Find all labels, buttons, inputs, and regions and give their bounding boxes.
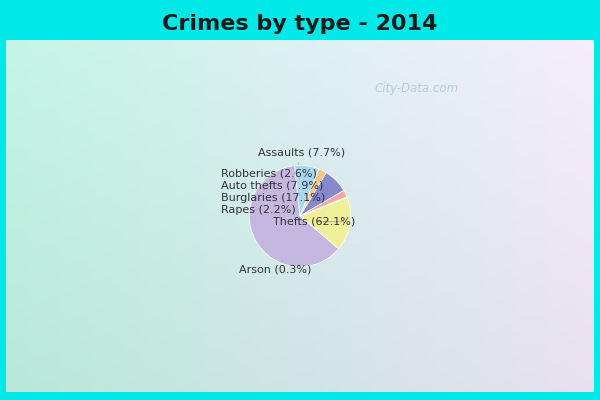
Text: City-Data.com: City-Data.com: [374, 82, 458, 95]
Wedge shape: [250, 166, 339, 267]
Text: Burglaries (17.1%): Burglaries (17.1%): [221, 193, 325, 203]
Wedge shape: [300, 173, 344, 216]
Text: Thefts (62.1%): Thefts (62.1%): [272, 217, 355, 227]
Text: Assaults (7.7%): Assaults (7.7%): [258, 148, 345, 164]
Text: Auto thefts (7.9%): Auto thefts (7.9%): [221, 180, 323, 190]
Text: Rapes (2.2%): Rapes (2.2%): [221, 205, 296, 215]
Wedge shape: [300, 190, 347, 216]
Wedge shape: [295, 165, 319, 216]
Text: Arson (0.3%): Arson (0.3%): [239, 261, 312, 274]
Text: Crimes by type - 2014: Crimes by type - 2014: [163, 14, 437, 34]
Wedge shape: [300, 197, 347, 216]
Wedge shape: [300, 198, 350, 249]
Text: Robberies (2.6%): Robberies (2.6%): [221, 169, 317, 179]
Wedge shape: [300, 169, 326, 216]
